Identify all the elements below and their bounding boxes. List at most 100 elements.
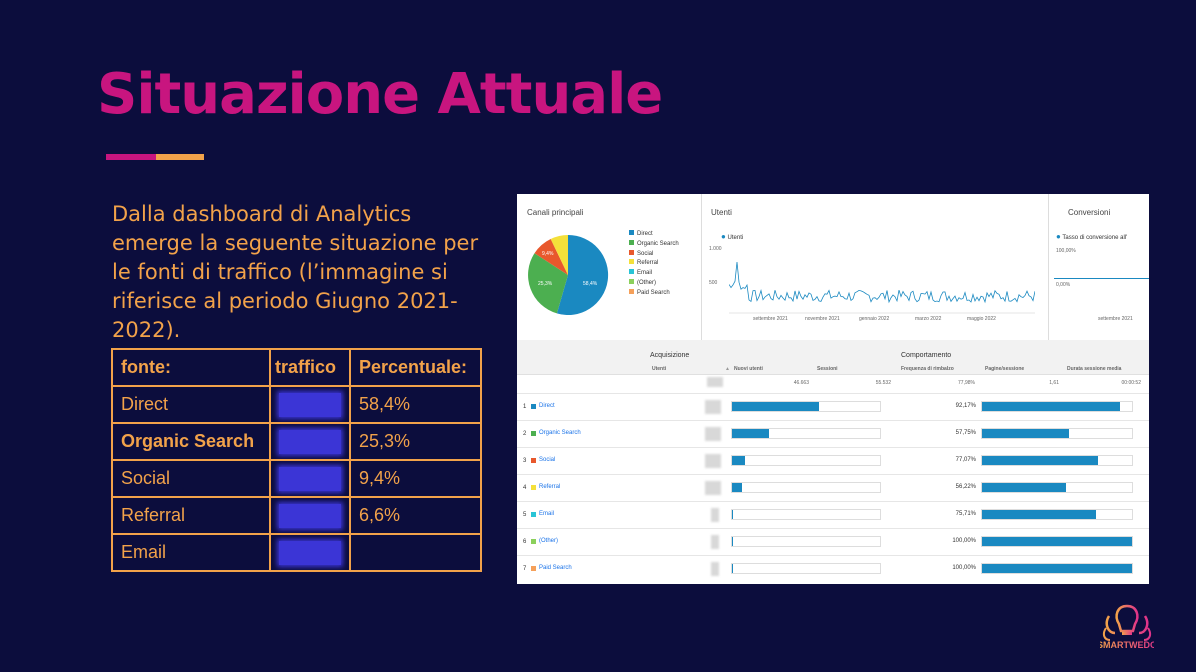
users-series-line — [729, 261, 1035, 304]
report-row[interactable]: 5 Email 75,71% — [517, 501, 1149, 529]
bounce-bar-track — [981, 536, 1133, 547]
traffic-cell — [269, 459, 351, 498]
source-cell: Organic Search — [111, 422, 271, 461]
channel-color-swatch — [531, 539, 536, 544]
percent-cell: 6,6% — [349, 496, 482, 535]
redacted-value — [711, 562, 719, 576]
series-dot-icon: ● — [721, 232, 726, 241]
source-cell: Direct — [111, 385, 271, 424]
new-users-bar-track — [731, 455, 881, 466]
channel-color-swatch — [531, 458, 536, 463]
col-utenti[interactable]: Utenti — [652, 366, 667, 372]
traffic-cell — [269, 385, 351, 424]
new-users-bar-track — [731, 401, 881, 412]
channel-color-swatch — [531, 512, 536, 517]
redacted-value — [279, 429, 341, 454]
percent-cell: 58,4% — [349, 385, 482, 424]
bounce-bar-track — [981, 428, 1133, 439]
title-underline-orange — [156, 154, 204, 160]
channels-legend: Direct Organic Search Social Referral Em… — [629, 230, 679, 299]
users-panel: Utenti ● Utenti 1.000 500 settembre 2021… — [701, 194, 1049, 340]
legend-item: Referral — [629, 259, 679, 269]
slice-label-social: 9,4% — [542, 251, 554, 257]
redacted-value — [279, 503, 341, 528]
channel-link[interactable]: Direct — [539, 403, 555, 409]
channel-link[interactable]: Paid Search — [539, 565, 572, 571]
bounce-rate: 56,22% — [955, 484, 976, 490]
legend-item: Organic Search — [629, 239, 679, 250]
row-rank: 1 — [523, 404, 527, 410]
col-durata[interactable]: Durata sessione media — [1067, 366, 1122, 372]
bounce-bar — [982, 402, 1120, 411]
new-users-bar — [732, 429, 769, 438]
legend-item: Direct — [629, 230, 679, 240]
traffic-cell — [269, 533, 351, 572]
report-row[interactable]: 6 (Other) 100,00% — [517, 528, 1149, 556]
legend-item: Social — [629, 249, 679, 260]
conversions-legend: ● Tasso di conversione all' — [1056, 232, 1128, 241]
col-pagine[interactable]: Pagine/sessione — [985, 366, 1025, 372]
report-row[interactable]: 4 Referral 56,22% — [517, 474, 1149, 502]
col-sessioni[interactable]: Sessioni — [817, 366, 838, 372]
bounce-bar — [982, 456, 1098, 465]
x-tick: maggio 2022 — [967, 316, 996, 322]
total-new-users: 46.663 — [793, 380, 809, 386]
bounce-bar — [982, 429, 1069, 438]
analytics-screenshot: Canali principali 58,4% 25,3% 9,4% Direc… — [517, 194, 1149, 584]
total-duration: 00:00:52 — [1121, 380, 1141, 386]
report-row[interactable]: 2 Organic Search 57,75% — [517, 420, 1149, 448]
sort-arrow-icon[interactable]: ▲ — [725, 366, 730, 372]
col-nuovi-utenti[interactable]: Nuovi utenti — [734, 366, 763, 372]
bounce-bar — [982, 564, 1132, 573]
total-pages: 1,61 — [1049, 380, 1059, 386]
conversions-title: Conversioni — [1068, 208, 1111, 217]
channel-color-swatch — [531, 431, 536, 436]
channel-link[interactable]: Referral — [539, 484, 561, 490]
bounce-bar — [982, 510, 1096, 519]
redacted-value — [705, 481, 721, 495]
bounce-bar-track — [981, 563, 1133, 574]
redacted-value — [711, 508, 719, 522]
sources-table: fonte: traffico Percentuale: Direct 58,4%… — [111, 348, 482, 572]
slice-label-direct: 58,4% — [583, 281, 598, 287]
report-row[interactable]: 3 Social 77,07% — [517, 447, 1149, 475]
col-frequenza[interactable]: Frequenza di rimbalzo — [901, 366, 954, 372]
new-users-bar — [732, 537, 733, 546]
pie-slice-direct — [556, 234, 609, 315]
row-rank: 2 — [523, 431, 527, 437]
table-header-row: fonte: traffico Percentuale: — [111, 348, 482, 387]
slice-label-organic: 25,3% — [538, 281, 553, 287]
bounce-rate: 57,75% — [955, 430, 976, 436]
channel-link[interactable]: Email — [539, 511, 555, 517]
header-traffico: traffico — [269, 348, 351, 387]
header-fonte: fonte: — [111, 348, 271, 387]
bounce-bar-track — [981, 455, 1133, 466]
row-rank: 5 — [523, 512, 527, 518]
redacted-value — [705, 454, 721, 468]
legend-item: Email — [629, 269, 679, 279]
bounce-rate: 92,17% — [955, 403, 976, 409]
series-dot-icon: ● — [1056, 232, 1061, 241]
redacted-value — [711, 535, 719, 549]
table-row: Referral 6,6% — [111, 496, 482, 535]
new-users-bar — [732, 510, 733, 519]
channel-link[interactable]: (Other) — [539, 538, 559, 544]
channel-link[interactable]: Social — [539, 457, 556, 463]
channel-link[interactable]: Organic Search — [539, 430, 581, 436]
conversions-series-line — [1054, 278, 1149, 279]
row-rank: 3 — [523, 458, 527, 464]
intro-text: Dalla dashboard di Analytics emerge la s… — [112, 202, 479, 342]
users-legend: ● Utenti — [721, 232, 744, 241]
group-acquisizione: Acquisizione — [650, 352, 690, 359]
table-row: Direct 58,4% — [111, 385, 482, 424]
report-row[interactable]: 1 Direct 92,17% — [517, 393, 1149, 421]
legend-item: (Other) — [629, 278, 679, 289]
bounce-bar — [982, 483, 1066, 492]
bounce-rate: 77,07% — [955, 457, 976, 463]
report-row[interactable]: 7 Paid Search 100,00% — [517, 555, 1149, 583]
new-users-bar — [732, 456, 746, 465]
channels-title: Canali principali — [527, 208, 584, 217]
pie-slice-organic-search — [528, 253, 568, 314]
group-comportamento: Comportamento — [901, 352, 952, 359]
x-tick: settembre 2021 — [753, 316, 788, 322]
